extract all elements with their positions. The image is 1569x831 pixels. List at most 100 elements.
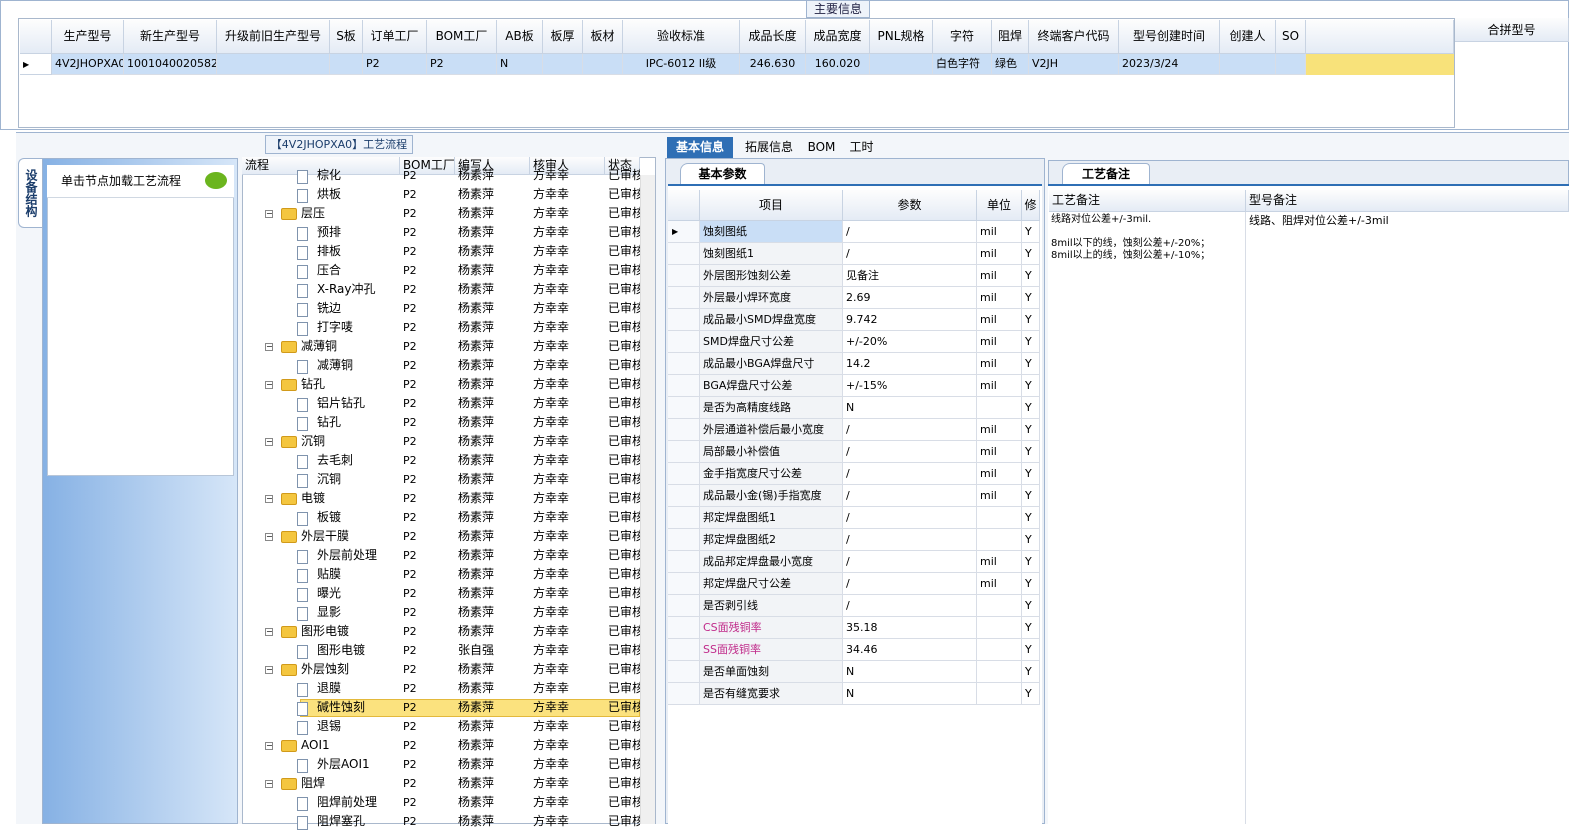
reviewer: 方幸幸 [533, 795, 570, 809]
param-cell: 成品最小BGA焊盘尺寸 [700, 353, 843, 375]
param-cell: Y [1022, 287, 1040, 309]
writer: 杨素萍 [458, 377, 495, 391]
bom: P2 [403, 169, 417, 182]
doc-icon [297, 607, 308, 621]
bom: P2 [403, 340, 417, 353]
row-selector [668, 507, 700, 529]
status: 已审核 [608, 605, 640, 619]
status: 已审核 [608, 567, 640, 581]
expander: − [265, 533, 273, 541]
writer: 杨素萍 [458, 415, 495, 429]
cell: IPC-6012 II级 [623, 54, 740, 75]
expander: − [265, 666, 273, 674]
node-name: 减薄铜 [301, 339, 338, 353]
tree-title: 【4V2JHOPXA0】工艺流程 [265, 135, 413, 154]
side-tab[interactable]: 设备结构 [18, 158, 42, 228]
bom: P2 [403, 321, 417, 334]
bom: P2 [403, 359, 417, 372]
column-header: 验收标准 [623, 20, 740, 54]
reviewer: 方幸幸 [533, 700, 570, 714]
writer: 杨素萍 [458, 434, 495, 448]
param-cell: 成品邦定焊盘最小宽度 [700, 551, 843, 573]
param-cell: mil [977, 441, 1022, 463]
tree-header: 状态 [605, 157, 640, 175]
doc-icon [297, 455, 308, 469]
sub-tab[interactable]: 基本参数 [680, 163, 765, 184]
remark-col [1049, 212, 1246, 824]
tab[interactable]: 基本信息 [667, 137, 733, 158]
bom: P2 [403, 435, 417, 448]
param-cell: 蚀刻图纸1 [700, 243, 843, 265]
param-cell: mil [977, 221, 1022, 243]
hint-box [47, 165, 234, 476]
doc-icon [297, 569, 308, 583]
param-cell [977, 507, 1022, 529]
param-cell: Y [1022, 309, 1040, 331]
param-cell: Y [1022, 639, 1040, 661]
doc-icon [297, 588, 308, 602]
row-selector [668, 265, 700, 287]
param-cell: 邦定焊盘图纸1 [700, 507, 843, 529]
node-name: 钻孔 [301, 377, 326, 391]
cell: 246.630 [740, 54, 806, 75]
row-selector [668, 375, 700, 397]
status: 已审核 [608, 491, 640, 505]
tab[interactable]: 工时 [840, 137, 883, 158]
param-cell: Y [1022, 507, 1040, 529]
param-cell: Y [1022, 595, 1040, 617]
cell [543, 54, 583, 75]
reviewer: 方幸幸 [533, 301, 570, 315]
column-header: 成品宽度 [806, 20, 870, 54]
bom: P2 [403, 264, 417, 277]
tree-header: 核审人 [530, 157, 605, 175]
row-selector [668, 683, 700, 705]
doc-icon [297, 645, 308, 659]
remark-tab[interactable]: 工艺备注 [1062, 163, 1150, 184]
reviewer: 方幸幸 [533, 814, 570, 828]
node-name: 电镀 [301, 491, 326, 505]
bom: P2 [403, 454, 417, 467]
node-name: 沉铜 [317, 472, 342, 486]
tab[interactable]: 拓展信息 [735, 137, 803, 158]
node-name: 去毛刺 [317, 453, 354, 467]
param-cell: 2.69 [843, 287, 977, 309]
doc-icon [297, 189, 308, 203]
param-cell: / [843, 529, 977, 551]
node-name: 钻孔 [317, 415, 342, 429]
param-cell: Y [1022, 375, 1040, 397]
param-cell: Y [1022, 265, 1040, 287]
param-cell: 是否为高精度线路 [700, 397, 843, 419]
row-selector [668, 243, 700, 265]
node-name: 图形电镀 [317, 643, 366, 657]
expander: − [265, 438, 273, 446]
writer: 杨素萍 [458, 795, 495, 809]
writer: 杨素萍 [458, 282, 495, 296]
tab[interactable]: BOM [805, 137, 838, 158]
folder-icon [281, 740, 297, 752]
doc-icon [297, 322, 308, 336]
bom: P2 [403, 511, 417, 524]
status: 已审核 [608, 377, 640, 391]
expander: − [265, 210, 273, 218]
node-name: 贴膜 [317, 567, 342, 581]
writer: 杨素萍 [458, 453, 495, 467]
param-cell: Y [1022, 331, 1040, 353]
param-cell [977, 617, 1022, 639]
folder-icon [281, 664, 297, 676]
cell: 2023/3/24 [1119, 54, 1220, 75]
row-selector [668, 617, 700, 639]
node-name: 阻焊前处理 [317, 795, 378, 809]
expander: − [265, 628, 273, 636]
bom: P2 [403, 815, 417, 828]
status: 已审核 [608, 244, 640, 258]
writer: 杨素萍 [458, 187, 495, 201]
merge-header: 合拼型号 [1455, 18, 1569, 42]
writer: 杨素萍 [458, 586, 495, 600]
param-cell: mil [977, 573, 1022, 595]
writer: 杨素萍 [458, 548, 495, 562]
remark-header: 工艺备注 [1049, 190, 1246, 212]
doc-icon [297, 816, 308, 830]
doc-icon [297, 702, 308, 716]
cell [330, 54, 363, 75]
